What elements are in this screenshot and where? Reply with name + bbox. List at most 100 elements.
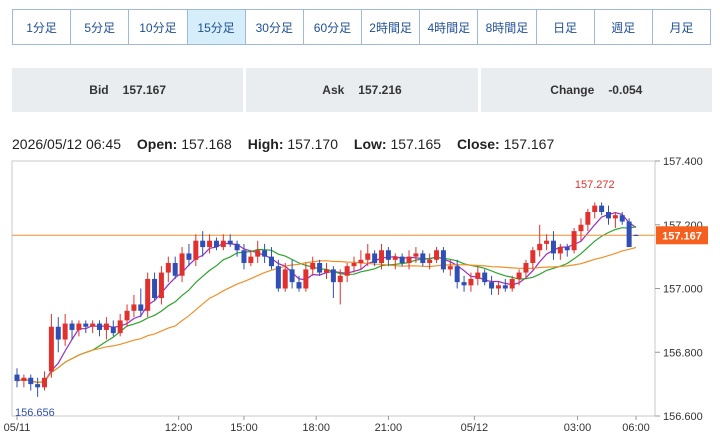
tab-8h[interactable]: 8時間足	[478, 10, 537, 44]
candle-body	[296, 282, 302, 289]
candle-body	[495, 285, 501, 289]
tab-2h[interactable]: 2時間足	[362, 10, 421, 44]
candle-body	[358, 259, 364, 263]
candle-body	[578, 224, 584, 232]
candle-body	[69, 323, 75, 330]
tab-4h[interactable]: 4時間足	[420, 10, 479, 44]
candle-body	[324, 269, 329, 273]
candle-body	[200, 240, 206, 248]
quote-bar: Bid 157.167 Ask 157.216 Change -0.054	[12, 68, 712, 112]
candle-body	[516, 272, 522, 279]
candle-body	[14, 374, 20, 381]
candle-body	[186, 253, 192, 260]
tab-15m[interactable]: 15分足	[187, 10, 246, 44]
candle-body	[461, 282, 467, 286]
close-value: 157.167	[503, 136, 555, 152]
candle-body	[220, 240, 226, 248]
x-tick-label: 05/12	[461, 422, 489, 434]
candle-body	[28, 377, 34, 385]
candle-body	[585, 212, 591, 225]
tab-monthly[interactable]: 月足	[652, 10, 711, 44]
candle-body	[248, 256, 254, 263]
candle-body	[509, 278, 515, 289]
candle-body	[564, 247, 570, 251]
candle-body	[420, 253, 426, 263]
candle-body	[626, 221, 632, 248]
candle-body	[447, 266, 453, 270]
candle-body	[392, 256, 398, 260]
current-price-tag	[656, 226, 708, 245]
candle-body	[152, 278, 158, 299]
candle-body	[76, 323, 82, 330]
candle-body	[475, 272, 481, 279]
candle-body	[35, 384, 41, 388]
tab-60m[interactable]: 60分足	[303, 10, 363, 44]
candle-body	[103, 323, 109, 330]
change-value: -0.054	[608, 83, 643, 97]
candle-body	[145, 278, 151, 311]
candle-body	[434, 250, 440, 260]
candle-body	[207, 240, 213, 248]
change-label: Change	[550, 83, 595, 97]
close-label: Close:	[456, 136, 500, 152]
candle-body	[372, 253, 378, 263]
tab-weekly[interactable]: 週足	[594, 10, 653, 44]
open-label: Open:	[136, 136, 178, 152]
candle-body	[124, 310, 130, 321]
candle-body	[42, 377, 48, 388]
ask-cell: Ask 157.216	[246, 68, 478, 112]
x-tick-label: 12:00	[165, 422, 193, 434]
candle-body	[83, 323, 89, 327]
candle-body	[399, 256, 405, 263]
ask-value: 157.216	[358, 83, 402, 97]
tab-30m[interactable]: 30分足	[245, 10, 304, 44]
current-price-label: 157.167	[662, 230, 702, 242]
candle-body	[48, 326, 54, 372]
high-marker-label: 157.272	[575, 179, 615, 191]
candle-body	[213, 240, 219, 248]
candle-body	[379, 250, 385, 263]
candle-body	[344, 266, 350, 276]
timeframe-tabs: 1分足 5分足 10分足 15分足 30分足 60分足 2時間足 4時間足 8時…	[12, 9, 711, 45]
candle-body	[21, 377, 27, 381]
price-chart[interactable]: 157.400157.200157.000156.800156.60005/11…	[0, 150, 720, 438]
candle-body	[289, 269, 295, 283]
candle-body	[385, 250, 391, 260]
candle-body	[275, 266, 281, 289]
candle-body	[110, 326, 116, 334]
x-tick-label: 18:00	[302, 422, 330, 434]
candle-body	[193, 240, 199, 260]
tab-5m[interactable]: 5分足	[71, 10, 130, 44]
candle-body	[406, 256, 412, 263]
tab-10m[interactable]: 10分足	[129, 10, 188, 44]
candle-body	[310, 263, 316, 270]
candle-body	[599, 205, 605, 212]
candle-body	[303, 269, 309, 289]
tab-daily[interactable]: 日足	[536, 10, 595, 44]
candle-body	[365, 253, 371, 260]
candle-body	[90, 323, 96, 327]
bid-value: 157.167	[122, 83, 167, 97]
candle-body	[571, 231, 577, 251]
x-tick-label: 15:00	[230, 422, 258, 434]
candle-body	[330, 269, 336, 283]
candle-body	[619, 215, 625, 222]
ohlc-readout: 2026/05/12 06:45 Open: 157.168 High: 157…	[12, 136, 554, 152]
x-tick-label: 05/11	[4, 422, 31, 434]
candle-body	[523, 263, 529, 273]
bid-label: Bid	[89, 83, 109, 97]
tab-1m[interactable]: 1分足	[13, 10, 72, 44]
candle-body	[55, 326, 61, 340]
candle-body	[268, 256, 274, 267]
candle-body	[413, 253, 419, 257]
candle-body	[262, 250, 268, 257]
open-value: 157.168	[181, 136, 232, 152]
candle-body	[255, 250, 261, 257]
candle-body	[62, 323, 68, 340]
y-tick-label: 156.800	[663, 347, 703, 359]
high-label: High:	[247, 136, 284, 152]
candle-body	[351, 263, 357, 267]
x-tick-label: 21:00	[375, 422, 403, 434]
candle-body	[282, 269, 288, 289]
low-value: 157.165	[390, 136, 442, 152]
